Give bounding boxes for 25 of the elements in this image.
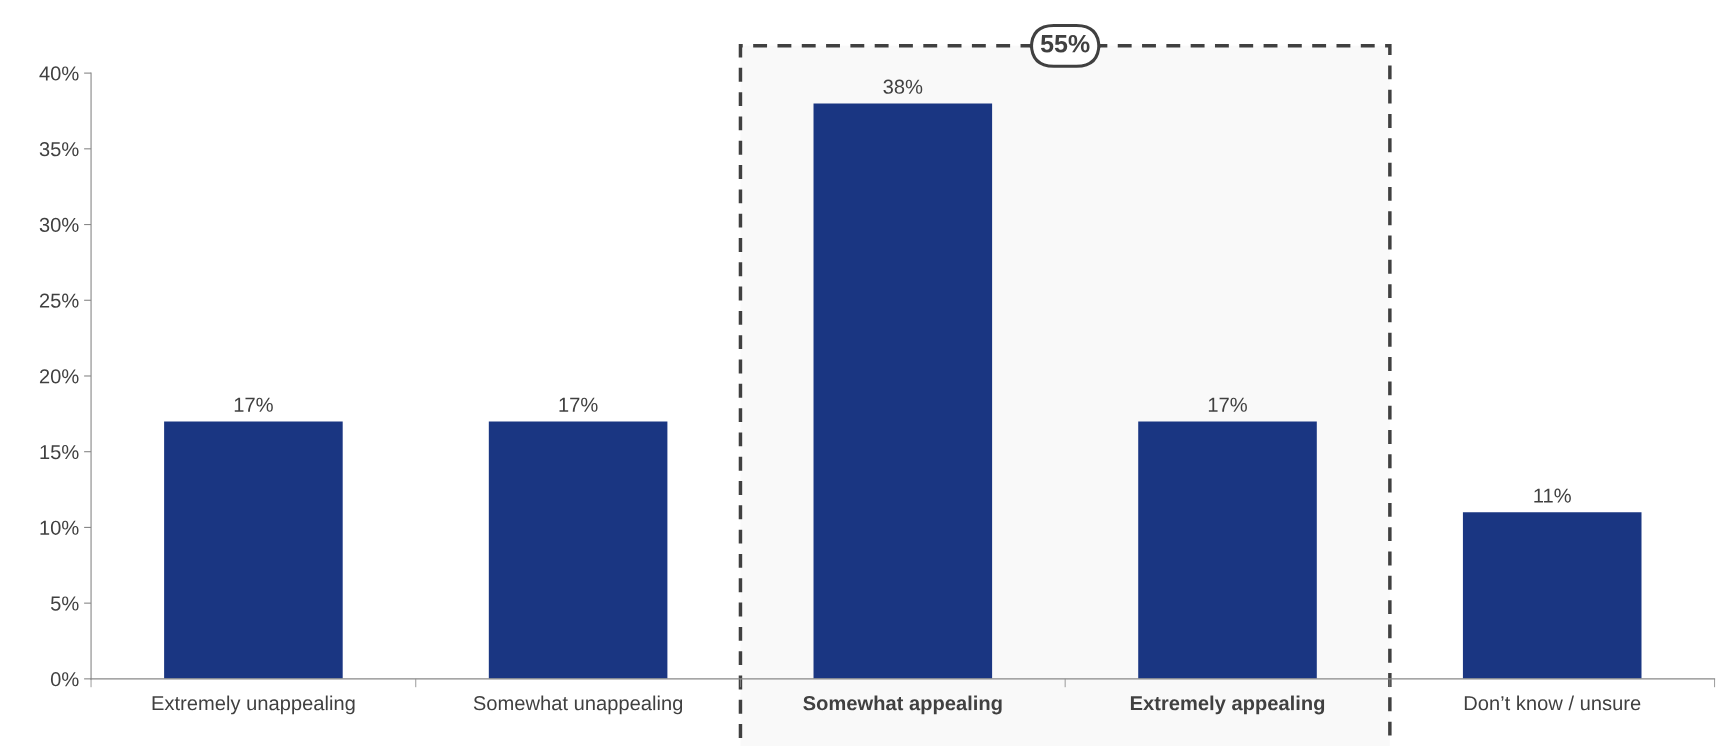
- data-label: 11%: [1534, 488, 1571, 503]
- y-tick-label: 30%: [39, 217, 79, 233]
- x-tick-label: Don’t know / unsure: [1464, 695, 1641, 711]
- y-tick-label: 5%: [50, 596, 79, 611]
- y-tick-label: 40%: [39, 66, 79, 81]
- bar: [1138, 421, 1317, 679]
- data-label: 17%: [234, 397, 273, 412]
- data-label: 38%: [883, 79, 923, 94]
- y-tick-label: 35%: [39, 142, 79, 157]
- x-tick-label: Extremely unappealing: [152, 695, 355, 715]
- y-tick-label: 20%: [39, 369, 79, 384]
- y-tick-label: 0%: [50, 672, 79, 687]
- y-tick-label: 10%: [40, 520, 79, 535]
- bar: [488, 421, 668, 679]
- bar: [164, 421, 343, 679]
- bar: [813, 103, 993, 679]
- data-label: 17%: [559, 397, 598, 412]
- y-tick-label: 25%: [39, 293, 79, 308]
- data-label: 17%: [1208, 397, 1247, 412]
- bar: [1462, 512, 1642, 679]
- x-tick-label: Somewhat unappealing: [473, 695, 683, 715]
- y-tick-label: 15%: [40, 445, 79, 460]
- x-tick-label: Extremely appealing: [1130, 695, 1325, 715]
- x-tick-label: Somewhat appealing: [803, 695, 1002, 715]
- band-label: 55%: [1040, 34, 1090, 53]
